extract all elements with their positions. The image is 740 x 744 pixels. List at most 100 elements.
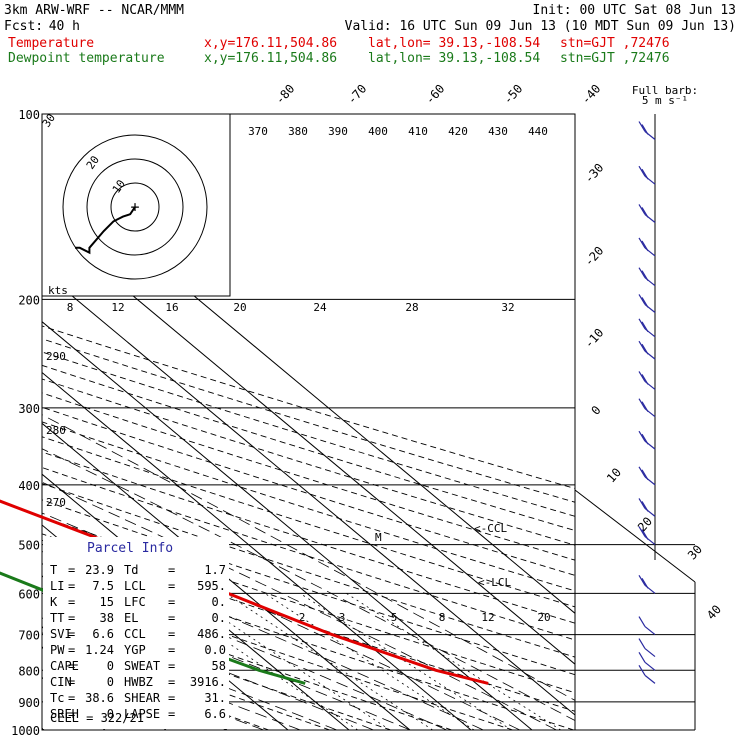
isotherm-label: -30	[582, 161, 607, 186]
isotherm-label: 30	[685, 542, 705, 562]
parcel-info-equals: =	[68, 579, 75, 593]
parcel-info-equals: =	[68, 675, 75, 689]
mixing-ratio-label: 8	[439, 611, 446, 624]
parcel-info-equals: =	[68, 707, 75, 721]
wind-barb-flag	[638, 340, 646, 352]
parcel-info-key-right: YGP	[124, 643, 146, 657]
isotherm-line	[42, 371, 472, 730]
moist-adiabat-label: 24	[313, 301, 327, 314]
parcel-info-value-left: 1.24	[85, 643, 114, 657]
parcel-info-equals: =	[168, 563, 175, 577]
moist-adiabat-line	[42, 563, 447, 730]
parcel-info-equals: =	[168, 659, 175, 673]
parcel-info-equals: =	[68, 659, 75, 673]
parcel-info-equals: =	[168, 627, 175, 641]
parcel-info-equals: =	[68, 563, 75, 577]
wind-barb	[644, 626, 656, 636]
wind-barb-flag	[641, 401, 649, 412]
parcel-info-equals: =	[68, 691, 75, 705]
isotherm-line	[42, 422, 411, 730]
parcel-info-key-right: HWBZ	[124, 675, 153, 689]
moist-adiabat-line	[42, 414, 575, 701]
m-marker: M	[375, 531, 382, 544]
parcel-info-key-right: LCL	[124, 579, 146, 593]
y-tick-label: 300	[18, 402, 40, 416]
dry-adiabat-line	[42, 325, 575, 489]
wind-barb-flag	[638, 237, 646, 249]
header-fcst-value: 40 h	[49, 19, 80, 34]
isotherm-label: 0	[588, 403, 603, 418]
hodograph-trace	[75, 206, 136, 255]
wind-barb-flag	[641, 124, 649, 135]
mixing-ratio-label: 3	[339, 611, 346, 624]
wind-barb-flag	[638, 267, 646, 279]
mixing-ratio-label: 2	[299, 611, 306, 624]
parcel-info-equals: =	[68, 611, 75, 625]
wind-barb-flag	[641, 433, 649, 445]
skewed-temperature-axis	[574, 489, 696, 583]
isotherm-label: 40	[704, 602, 724, 622]
moist-adiabat-label: 32	[501, 301, 514, 314]
wind-barb-flag	[641, 240, 649, 252]
hodograph-ring-30	[62, 134, 208, 280]
parcel-info-value-right: 31.	[204, 691, 226, 705]
dry-adiabat-label: 400	[368, 125, 388, 138]
parcel-info-value-right: 0.	[212, 595, 226, 609]
parcel-info-equals: =	[168, 595, 175, 609]
parcel-info-value-left: 7.5	[92, 579, 114, 593]
wind-barb-flag	[638, 616, 646, 627]
parcel-info-value-left: 38	[100, 611, 114, 625]
hodograph-units: kts	[48, 284, 68, 297]
hodograph-ring-label-10: 10	[110, 177, 128, 195]
parcel-info-key-left: TT	[50, 611, 64, 625]
parcel-info-value-left: 23.9	[85, 563, 114, 577]
wind-barb-flag	[641, 343, 649, 355]
legend-dewpoint-xy: x,y=176.11,504.86	[204, 51, 337, 66]
plot-frame	[41, 113, 576, 731]
isotherm-label: -10	[582, 326, 607, 351]
wind-barb-flag	[638, 318, 646, 330]
dry-adiabat-label: 380	[288, 125, 308, 138]
legend-temperature-latlon: lat,lon= 39.13,-108.54	[368, 36, 540, 51]
wind-barb-flag	[638, 430, 646, 442]
isotherm-label: 20	[635, 514, 655, 534]
parcel-info-value-right: 595.	[197, 579, 226, 593]
legend-temperature-name: Temperature	[8, 36, 94, 51]
parcel-info-value-left: 15	[100, 595, 114, 609]
wind-barb-flag	[638, 466, 646, 478]
wind-barb	[644, 661, 656, 671]
dry-adiabat-line	[42, 483, 575, 658]
y-tick-label: 1000	[11, 724, 40, 738]
isotherm-label: -80	[273, 82, 298, 107]
wind-barb-flag	[638, 204, 646, 215]
parcel-info-value-right: 1.7	[204, 563, 226, 577]
parcel-info-key-right: SWEAT	[124, 659, 160, 673]
mixing-ratio-label: 20	[537, 611, 550, 624]
parcel-info-equals: =	[168, 643, 175, 657]
wind-barb-flag	[638, 165, 646, 177]
barb-legend-units: 5 m s⁻¹	[642, 94, 688, 107]
hodograph-frame	[41, 113, 231, 297]
parcel-info-equals: =	[168, 611, 175, 625]
hodograph-ring-20	[86, 158, 184, 256]
dry-adiabat-label: 440	[528, 125, 548, 138]
parcel-info-equals: =	[168, 579, 175, 593]
wind-barb-flag	[641, 168, 649, 180]
parcel-info-key-left: SVI	[50, 627, 72, 641]
wind-barb-flag	[641, 578, 649, 589]
isotherm-label: -70	[345, 82, 370, 107]
y-tick-label: 700	[18, 629, 40, 643]
moist-adiabat-label: 8	[67, 301, 74, 314]
temperature-series-line	[0, 499, 489, 685]
parcel-info-equals: =	[68, 627, 75, 641]
moist-adiabat-label: 12	[111, 301, 124, 314]
moist-adiabat-label: 16	[165, 301, 178, 314]
parcel-info-value-right: 0.0	[204, 643, 226, 657]
parcel-info-key-left: CAPE	[50, 659, 79, 673]
parcel-info-equals: =	[68, 595, 75, 609]
parcel-info-key-right: CCL	[124, 627, 146, 641]
wind-barb-flag	[638, 575, 646, 586]
